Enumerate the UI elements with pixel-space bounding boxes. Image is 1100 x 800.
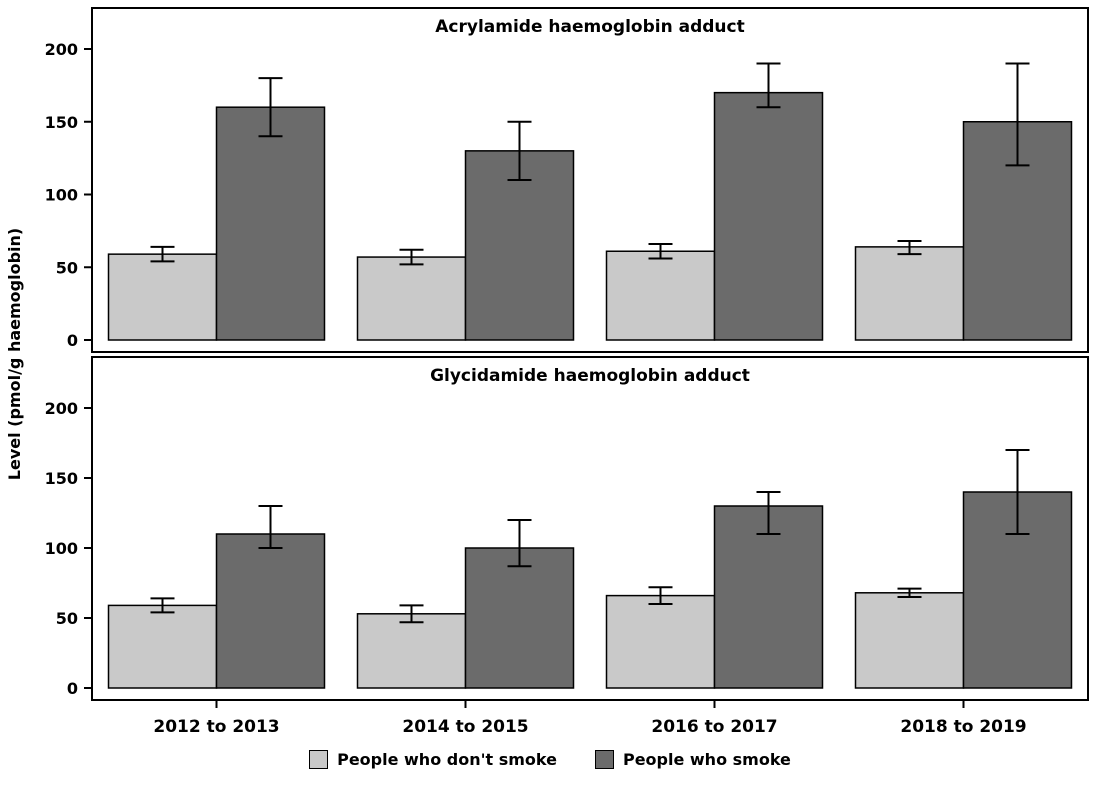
- x-tick-label-0: 2012 to 2013: [153, 717, 279, 737]
- bar-nonsmoker-1-0: [107, 604, 218, 689]
- y-tick-label-1-50: 50: [56, 609, 78, 628]
- y-tick-label-0-50: 50: [56, 258, 78, 277]
- bar-smoker-0-2: [713, 91, 824, 341]
- y-tick-label-0-150: 150: [45, 113, 78, 132]
- panel-title-1: Glycidamide haemoglobin adduct: [430, 366, 750, 386]
- panel-border-1: [91, 356, 1089, 701]
- y-tick-label-1-0: 0: [67, 679, 78, 698]
- bar-smoker-0-1: [464, 150, 575, 341]
- bar-nonsmoker-0-1: [356, 256, 467, 341]
- legend-label-smoker: People who smoke: [622, 750, 791, 769]
- legend-swatch-nonsmoker: [309, 750, 329, 769]
- y-tick-label-1-200: 200: [45, 399, 78, 418]
- legend-item-smoker: People who smoke: [594, 750, 791, 769]
- y-tick-label-0-100: 100: [45, 186, 78, 205]
- legend-item-nonsmoker: People who don't smoke: [309, 750, 557, 769]
- panel-border-0: [91, 7, 1089, 353]
- panel-title-0: Acrylamide haemoglobin adduct: [435, 17, 744, 37]
- bar-smoker-0-0: [215, 106, 326, 341]
- bar-nonsmoker-0-3: [854, 246, 965, 341]
- bar-nonsmoker-1-3: [854, 592, 965, 689]
- bar-nonsmoker-1-1: [356, 613, 467, 689]
- x-tick-label-3: 2018 to 2019: [900, 717, 1026, 737]
- chart: Acrylamide haemoglobin adduct 0 50 100 150 20…: [5, 7, 1089, 737]
- bar-smoker-1-1: [464, 547, 575, 689]
- bar-smoker-1-0: [215, 533, 326, 689]
- bar-nonsmoker-1-2: [605, 594, 716, 689]
- y-tick-label-1-100: 100: [45, 539, 78, 558]
- bar-nonsmoker-0-0: [107, 253, 218, 341]
- x-tick-label-1: 2014 to 2015: [402, 717, 528, 737]
- y-axis-label: Level (pmol/g haemoglobin): [5, 228, 24, 480]
- y-tick-label-0-0: 0: [67, 331, 78, 350]
- bar-smoker-1-2: [713, 505, 824, 689]
- bar-nonsmoker-0-2: [605, 250, 716, 341]
- y-tick-label-0-200: 200: [45, 40, 78, 59]
- legend: People who don't smoke People who smoke: [0, 750, 1100, 769]
- legend-swatch-smoker: [594, 750, 614, 769]
- legend-label-nonsmoker: People who don't smoke: [337, 750, 557, 769]
- x-tick-label-2: 2016 to 2017: [651, 717, 777, 737]
- y-tick-label-1-150: 150: [45, 469, 78, 488]
